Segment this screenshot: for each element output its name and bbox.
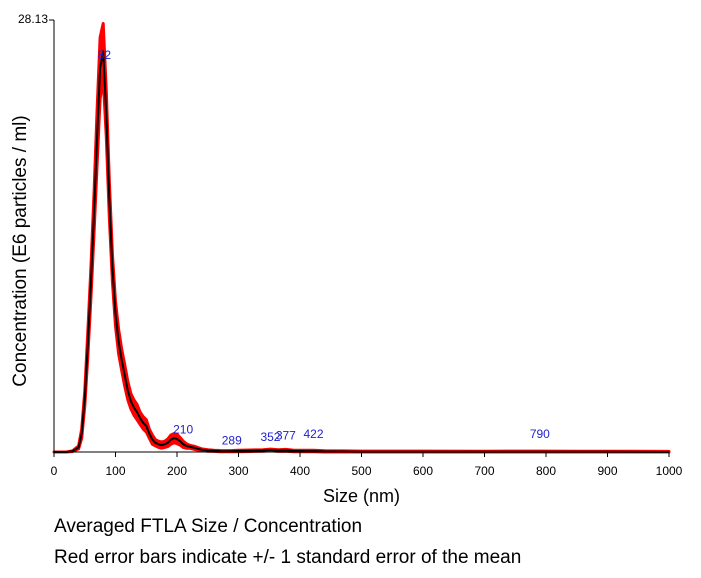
peak-label: 210 xyxy=(173,423,193,437)
x-tick-label: 900 xyxy=(597,464,617,478)
chart-caption-note: Red error bars indicate +/- 1 standard e… xyxy=(54,547,522,568)
peak-label: 790 xyxy=(530,427,550,441)
y-axis-max-label: 28.13 xyxy=(18,12,48,26)
x-tick-label: 400 xyxy=(290,464,310,478)
peak-label: 289 xyxy=(222,433,242,447)
x-tick-label: 600 xyxy=(413,464,433,478)
x-tick-label: 800 xyxy=(536,464,556,478)
x-tick-label: 500 xyxy=(351,464,371,478)
x-tick-label: 200 xyxy=(167,464,187,478)
peak-label: 352 xyxy=(260,430,280,444)
chart-caption-title: Averaged FTLA Size / Concentration xyxy=(54,516,363,537)
mean-concentration-line xyxy=(54,50,670,453)
x-tick-label: 100 xyxy=(105,464,125,478)
x-tick-label: 700 xyxy=(474,464,494,478)
x-tick-label: 300 xyxy=(228,464,248,478)
error-band-layer xyxy=(52,22,671,454)
x-axis-label: Size (nm) xyxy=(323,486,400,506)
y-axis-label: Concentration (E6 particles / ml) xyxy=(10,115,31,386)
axes xyxy=(49,19,669,453)
error-band xyxy=(52,22,671,454)
peak-label: 82 xyxy=(98,48,112,62)
x-tick-label: 1000 xyxy=(656,464,683,478)
x-tick-label: 0 xyxy=(51,464,58,478)
x-ticks: 0 100 200 300 400 500 600 700 800 900 1000 xyxy=(51,452,683,478)
peak-label: 422 xyxy=(304,427,324,441)
mean-line-layer xyxy=(54,50,670,453)
size-concentration-chart: 0 100 200 300 400 500 600 700 800 900 1000 82 210 28… xyxy=(10,12,683,506)
peak-label: 377 xyxy=(276,429,296,443)
